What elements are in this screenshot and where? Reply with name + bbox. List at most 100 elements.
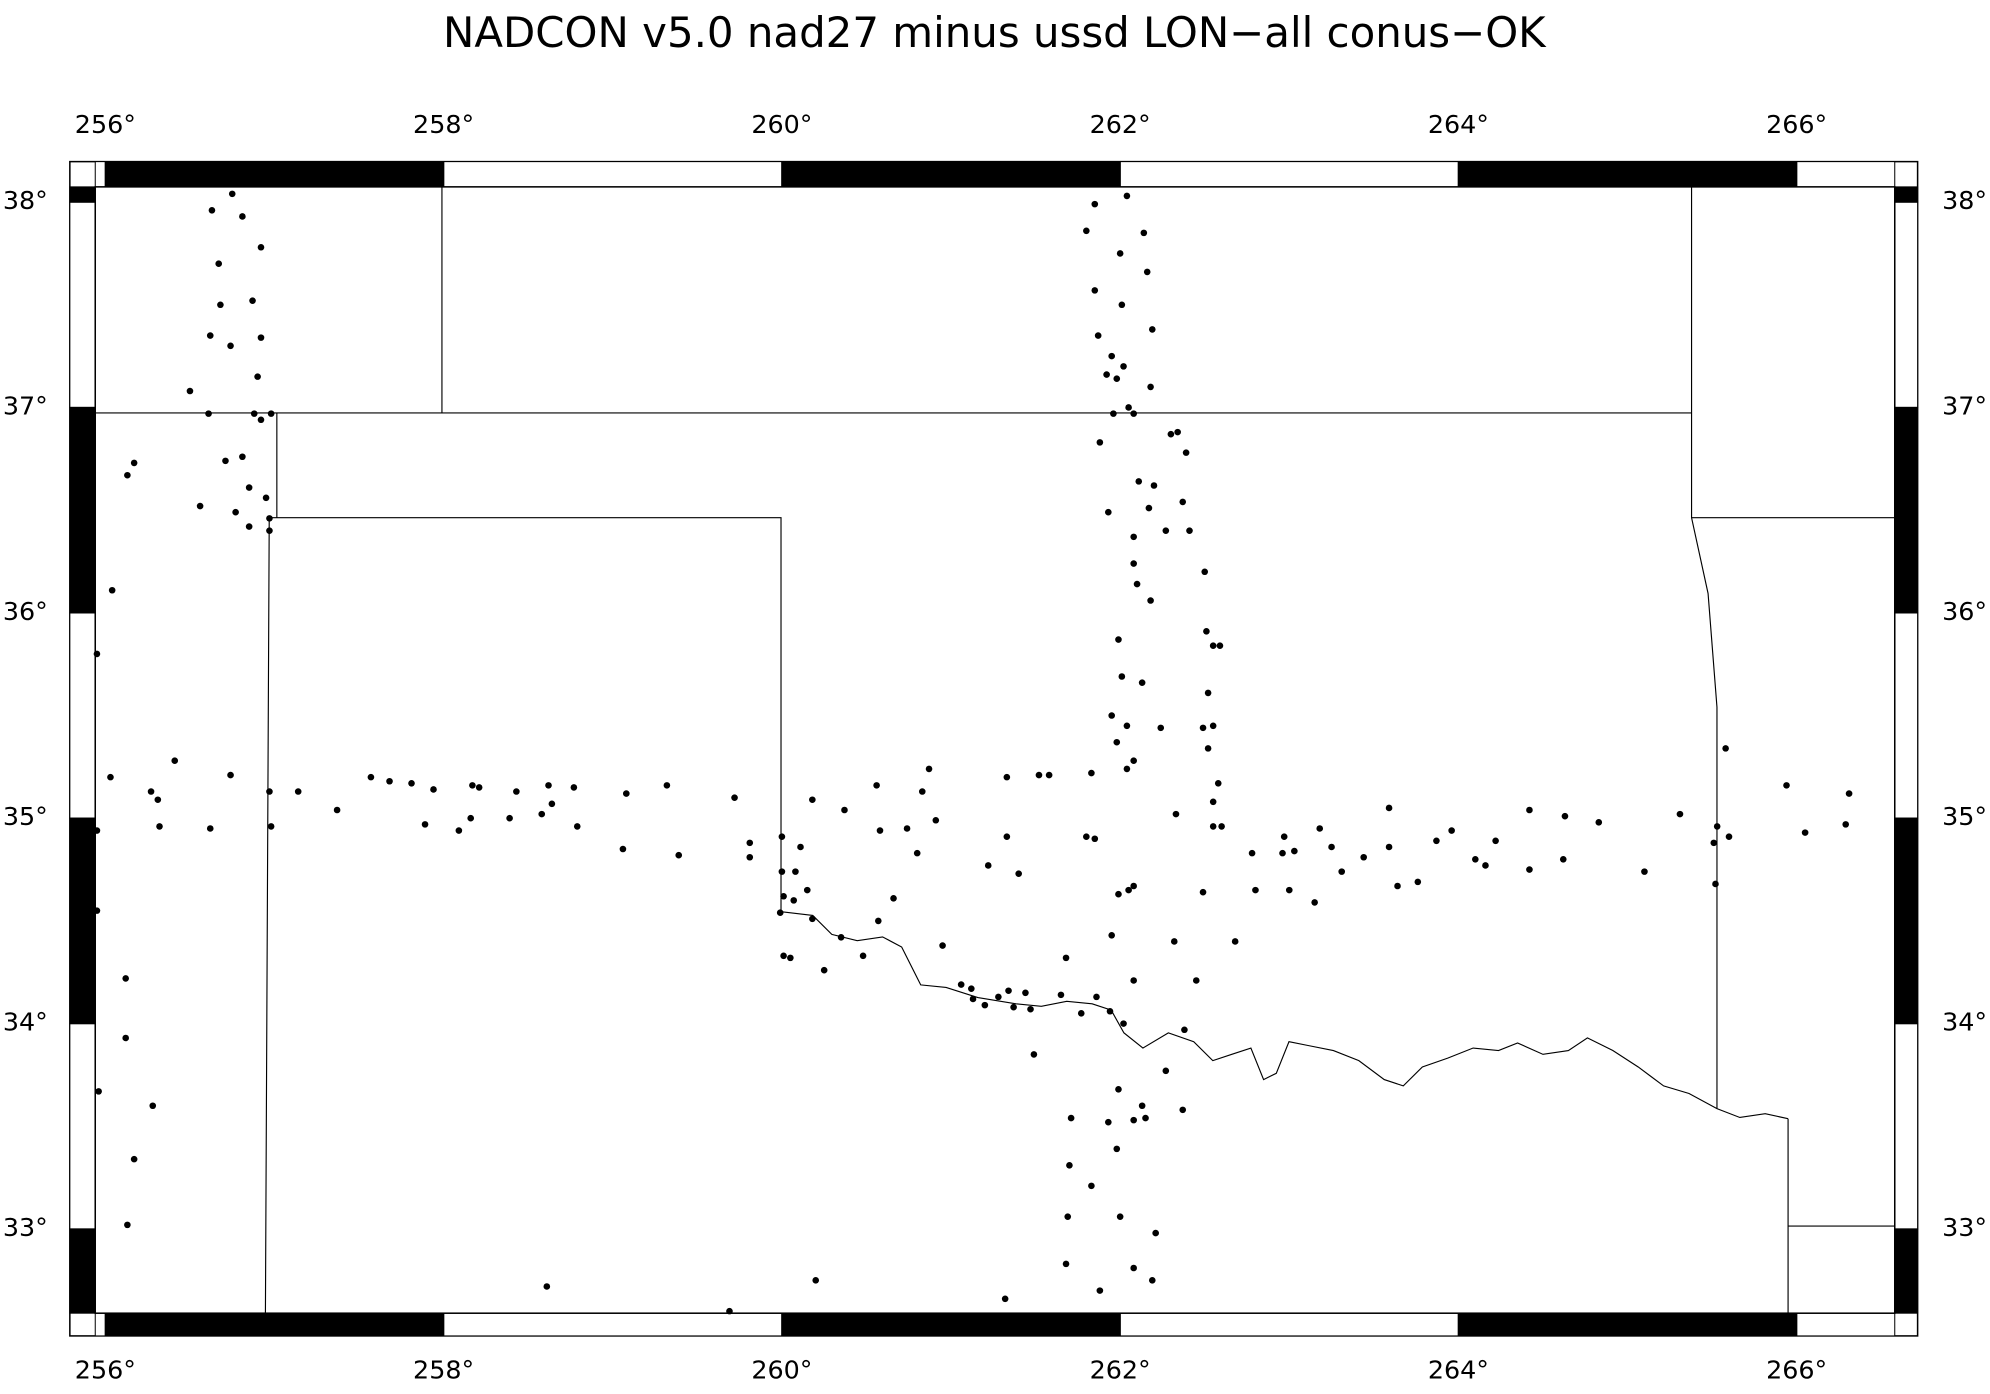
station-point [1130, 560, 1137, 567]
station-point [1201, 568, 1209, 576]
x-tick-label: 258° [413, 1354, 474, 1384]
station-point [467, 814, 475, 822]
station-point [367, 773, 375, 781]
station-point [156, 823, 163, 830]
y-tick-label: 38° [3, 185, 48, 215]
station-point [1115, 636, 1122, 643]
station-point [787, 954, 794, 962]
station-point [196, 502, 204, 510]
station-point [1147, 383, 1154, 391]
station-point [1722, 745, 1729, 752]
station-point [1130, 1264, 1137, 1272]
station-point [1057, 991, 1065, 999]
station-point [108, 586, 116, 594]
station-point [506, 814, 513, 822]
station-point [1027, 1005, 1034, 1013]
station-point [809, 915, 816, 923]
station-point [1209, 722, 1217, 730]
station-point [1433, 837, 1440, 845]
station-point [1010, 1003, 1017, 1011]
station-point [841, 806, 848, 814]
station-point [1394, 882, 1401, 890]
station-point [1130, 410, 1137, 417]
y-tick-label: 34° [3, 1007, 48, 1037]
station-point [1091, 287, 1099, 294]
station-point [227, 342, 234, 350]
station-point [1203, 628, 1210, 635]
station-point [254, 373, 261, 380]
station-point [1116, 250, 1124, 257]
station-point [222, 457, 229, 465]
x-tick-label: 256° [75, 1354, 136, 1384]
station-point [1845, 790, 1853, 797]
station-point [1713, 823, 1721, 830]
station-point [1083, 227, 1090, 235]
station-point [1710, 839, 1718, 847]
station-point [1414, 878, 1422, 886]
frame-bar [69, 1228, 96, 1314]
station-point [984, 862, 992, 869]
station-point [430, 786, 437, 793]
station-point [1291, 847, 1298, 855]
station-point [731, 794, 738, 801]
frame-bar [1894, 1023, 1919, 1230]
frame-bar [443, 161, 783, 188]
station-point [1209, 823, 1217, 830]
station-point [1214, 780, 1222, 787]
station-point [1062, 954, 1070, 962]
station-point [267, 410, 275, 417]
station-point [1120, 363, 1127, 370]
station-point [262, 494, 270, 502]
station-point [1526, 806, 1533, 814]
frame-bar [443, 1312, 783, 1337]
y-tick-label: 36° [1942, 596, 1987, 626]
frame-bar [1119, 161, 1459, 188]
y-tick-label: 35° [3, 801, 48, 831]
station-point [1142, 1114, 1149, 1122]
station-point [1118, 673, 1126, 680]
station-point [746, 853, 754, 861]
station-point [205, 410, 212, 417]
station-point [107, 773, 114, 781]
station-point [421, 821, 429, 828]
station-point [1167, 430, 1175, 438]
station-point [469, 782, 476, 789]
station-point [1103, 371, 1110, 378]
station-point [873, 782, 880, 789]
station-point [1204, 689, 1212, 697]
station-point [820, 966, 828, 974]
station-point [778, 833, 786, 840]
station-point [1035, 771, 1043, 779]
frame-bar [1894, 817, 1919, 1025]
station-point [876, 827, 884, 834]
station-point [995, 993, 1002, 1001]
station-point [1130, 1116, 1137, 1124]
station-point [875, 917, 882, 925]
station-point [239, 453, 246, 461]
station-point [1130, 977, 1137, 984]
station-point [1157, 724, 1165, 732]
station-point [1482, 862, 1489, 869]
x-tick-label: 262° [1090, 109, 1151, 139]
station-point [257, 243, 265, 251]
x-tick-label: 262° [1090, 1354, 1151, 1384]
station-point [1280, 833, 1288, 840]
station-point [1148, 1277, 1156, 1284]
station-point [267, 823, 275, 830]
frame-bar [104, 1312, 445, 1337]
station-point [1116, 1213, 1124, 1220]
x-tick-label: 260° [751, 1354, 812, 1384]
station-point [1022, 989, 1029, 997]
station-point [1125, 886, 1132, 894]
station-point [93, 907, 101, 914]
station-point [245, 484, 253, 491]
station-point [1003, 773, 1011, 781]
frame-bar [69, 186, 96, 203]
station-point [122, 975, 129, 982]
station-point [93, 650, 101, 658]
station-point [1115, 890, 1122, 898]
y-tick-label: 33° [3, 1212, 48, 1242]
x-tick-label: 266° [1766, 109, 1827, 139]
station-point [124, 471, 131, 479]
station-point [215, 260, 223, 267]
